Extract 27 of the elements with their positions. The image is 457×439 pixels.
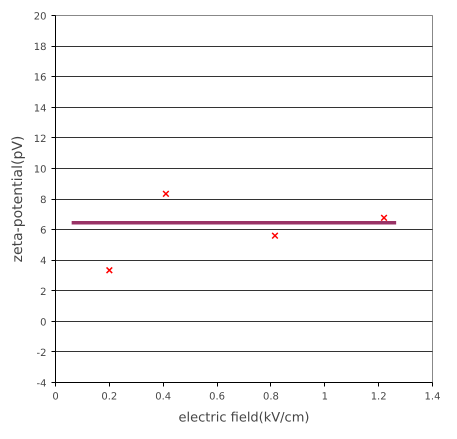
point: [106, 266, 113, 274]
point: [380, 214, 388, 222]
y-tick-label: -4: [36, 378, 47, 390]
x-tick-label: 0.8: [262, 392, 279, 402]
y-tick-label: 8: [40, 195, 47, 206]
y-tick-label: 18: [34, 42, 47, 54]
x-tick-label: 0.2: [101, 392, 118, 402]
x-tick-label: 0.6: [209, 392, 226, 402]
y-tick-label: 16: [34, 72, 47, 84]
point: [271, 232, 279, 240]
x-axis-title: electric field(kV/cm): [178, 410, 310, 426]
y-tick-label: 20: [34, 12, 47, 22]
y-tick-label: 14: [34, 103, 47, 114]
y-tick-label: 0: [40, 317, 47, 328]
y-tick-label: 12: [34, 134, 47, 145]
x-tick-label: 1.2: [370, 392, 387, 402]
y-tick-label: 10: [34, 164, 47, 176]
y-tick-label: -2: [36, 348, 47, 359]
y-axis-title: zeta-potential(pV): [10, 136, 26, 262]
x-tick-label: 0: [52, 392, 59, 402]
y-tick-label: 2: [40, 286, 47, 298]
y-tick-label: 6: [40, 226, 47, 237]
point: [162, 190, 170, 198]
x-tick-label: 1.4: [424, 392, 440, 402]
x-tick-label: 0.4: [155, 392, 172, 402]
y-tick-label: 4: [40, 256, 47, 268]
x-tick-label: 1: [322, 392, 328, 402]
